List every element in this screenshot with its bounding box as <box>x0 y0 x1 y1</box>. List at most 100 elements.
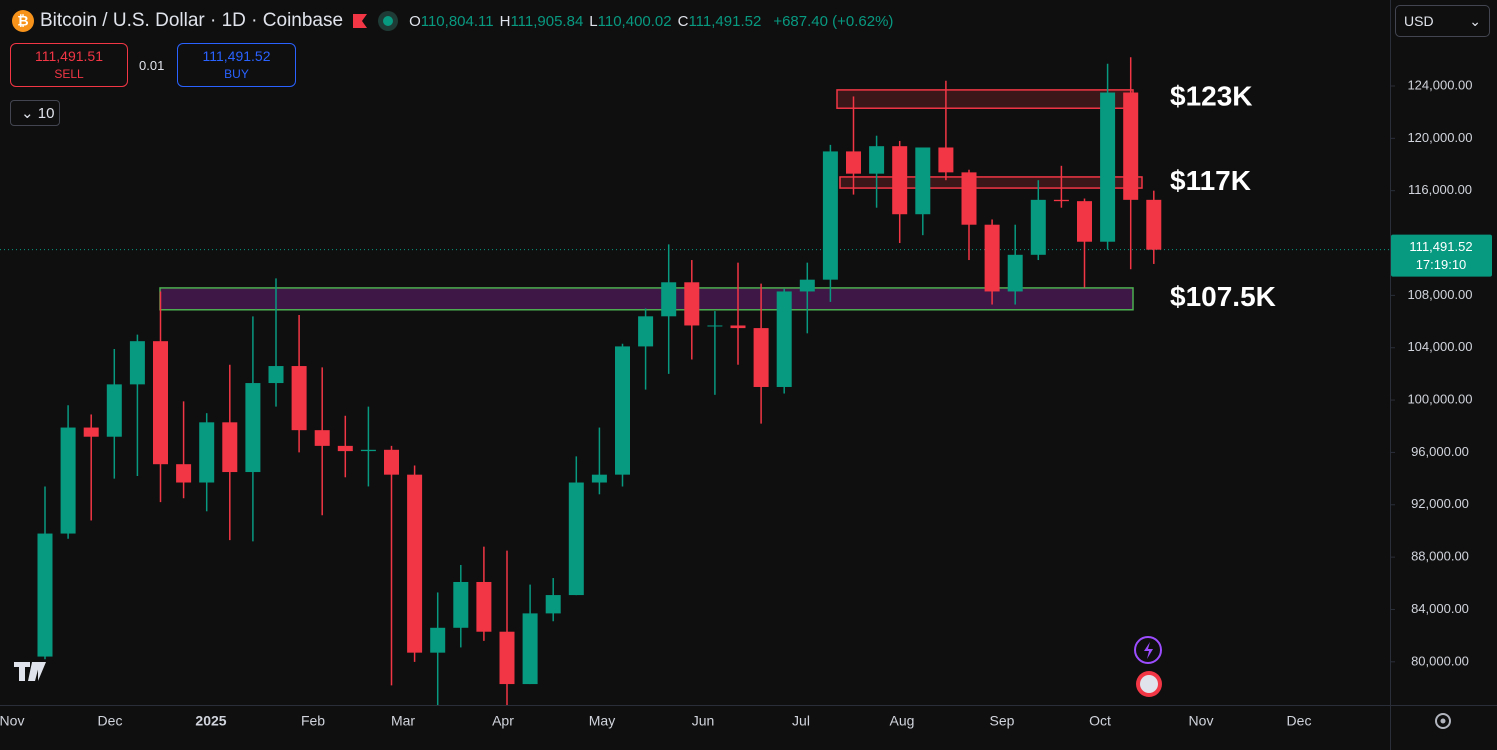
buy-label: BUY <box>224 67 249 81</box>
flag-icon <box>1140 675 1158 693</box>
x-tick-label: Mar <box>391 713 415 729</box>
candle-body <box>291 366 307 431</box>
candle-body <box>938 147 954 173</box>
ohlc-key: H <box>499 12 511 30</box>
sell-label: SELL <box>54 67 84 81</box>
tv-logo <box>14 662 46 681</box>
candle-body <box>176 464 192 483</box>
y-tick-label: 84,000.00 <box>1411 601 1469 616</box>
zone-label: $123K <box>1170 80 1253 111</box>
candle-body <box>1007 254 1023 292</box>
zone-label: $117K <box>1170 165 1251 196</box>
x-tick-label: Nov <box>0 713 24 729</box>
last-price-box <box>1391 234 1492 277</box>
x-tick-label: Aug <box>890 713 915 729</box>
price-change: +687.40 (+0.62%) <box>773 12 894 30</box>
candle-body <box>661 282 677 317</box>
y-tick-label: 108,000.00 <box>1407 287 1472 302</box>
candle-body <box>384 449 399 475</box>
candle-body <box>707 325 723 327</box>
ohlc-value: 110,804.11 <box>420 12 494 30</box>
x-tick-label: Apr <box>492 713 514 729</box>
candle-body <box>499 631 515 685</box>
candle-body <box>129 341 145 385</box>
y-tick-label: 92,000.00 <box>1411 496 1469 511</box>
candle-body <box>1123 92 1139 200</box>
candle-body <box>846 151 861 174</box>
y-tick-label: 120,000.00 <box>1407 130 1472 145</box>
candle-body <box>961 172 977 225</box>
candle-body <box>1100 92 1116 242</box>
currency: USD <box>1404 13 1434 29</box>
countdown: 17:19:10 <box>1416 257 1467 272</box>
candle-body <box>430 627 446 653</box>
candle-body <box>360 449 376 452</box>
sell-price: 111,491.51 <box>35 48 103 64</box>
candle-body <box>892 146 908 215</box>
x-tick-label: Feb <box>301 713 325 729</box>
interval-toggle[interactable]: ⌄ 10 <box>10 100 60 126</box>
plot-area <box>0 57 1390 705</box>
y-tick-label: 96,000.00 <box>1411 444 1469 459</box>
candle-body <box>984 224 1000 292</box>
candle-body <box>753 328 769 387</box>
x-tick-label: Jul <box>792 713 810 729</box>
candle-body <box>476 581 492 632</box>
buy-button[interactable]: 111,491.52 BUY <box>177 43 296 87</box>
candle-body <box>822 151 838 280</box>
candle-body <box>60 427 76 534</box>
ohlc-value: 111,905.84 <box>510 12 584 30</box>
ohlc-key: L <box>589 12 598 30</box>
candle-body <box>730 325 746 329</box>
x-tick-label: May <box>589 713 615 729</box>
x-tick-label: Nov <box>1189 713 1214 729</box>
candle-body <box>199 422 215 483</box>
candle-body <box>869 146 885 174</box>
symbol-title: Bitcoin / U.S. Dollar · 1D · Coinbase <box>40 10 344 31</box>
candle-body <box>568 482 584 596</box>
settings-icon[interactable] <box>1435 713 1451 729</box>
candle-body <box>1077 201 1092 242</box>
sell-button[interactable]: 111,491.51 SELL <box>10 43 128 87</box>
candle-body <box>776 291 792 387</box>
alert-icon[interactable] <box>1134 636 1162 664</box>
btc-icon: ₿ <box>12 10 34 32</box>
zone-label: $107.5K <box>1170 281 1276 312</box>
candle-body <box>337 445 353 452</box>
candle-body <box>222 422 238 473</box>
y-tick-label: 88,000.00 <box>1411 549 1469 564</box>
candle-body <box>522 613 538 685</box>
candle-body <box>268 366 284 384</box>
symbol-header: ₿ Bitcoin / U.S. Dollar · 1D · Coinbase … <box>12 8 893 34</box>
last-price-label: 111,491.52 <box>1409 239 1472 254</box>
candle-body <box>545 595 561 614</box>
currency-select[interactable]: USD ⌄ <box>1395 5 1490 37</box>
x-tick-label: Dec <box>1287 713 1312 729</box>
y-tick-label: 100,000.00 <box>1407 392 1472 407</box>
candle-body <box>915 147 931 215</box>
x-tick-label: Sep <box>990 713 1015 729</box>
candle-body <box>1146 199 1162 250</box>
candle-body <box>106 384 122 437</box>
y-tick-label: 80,000.00 <box>1411 653 1469 668</box>
candle-body <box>407 474 423 653</box>
alert-bolt <box>1144 642 1153 659</box>
flag-marker[interactable] <box>349 10 371 32</box>
candle-body <box>1053 199 1069 202</box>
candle-body <box>1030 199 1046 255</box>
y-tick-label: 124,000.00 <box>1407 77 1472 92</box>
candle-body <box>83 427 99 437</box>
chevron: ⌄ <box>1469 13 1481 29</box>
ohlc-key: C <box>677 12 689 30</box>
market-status <box>378 11 399 31</box>
candle-body <box>684 282 700 326</box>
ohlc-key: O <box>409 12 421 30</box>
ohlc-values: O110,804.11 H111,905.84 L110,400.02 C111,49… <box>409 13 767 30</box>
interval-count: 10 <box>37 105 55 122</box>
y-tick-label: 116,000.00 <box>1408 182 1472 197</box>
candle-body <box>37 533 53 657</box>
candle-body <box>245 383 261 473</box>
spread: 0.01 <box>139 58 165 73</box>
